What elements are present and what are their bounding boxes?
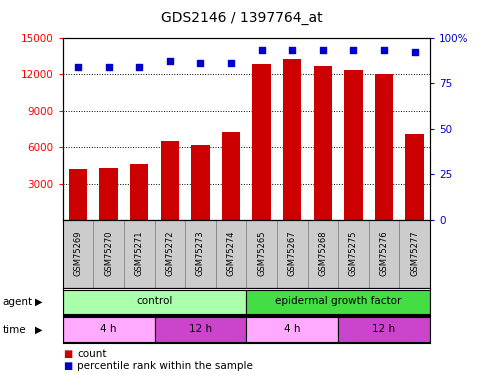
Bar xyxy=(155,220,185,288)
Text: GSM75275: GSM75275 xyxy=(349,230,358,276)
Point xyxy=(288,47,296,53)
Bar xyxy=(63,220,93,288)
Point xyxy=(380,47,388,53)
Point xyxy=(74,64,82,70)
Bar xyxy=(246,220,277,288)
Bar xyxy=(344,70,363,220)
Bar xyxy=(246,290,430,314)
Text: GSM75272: GSM75272 xyxy=(165,230,174,276)
Text: ■: ■ xyxy=(63,350,72,359)
Bar xyxy=(124,220,155,288)
Bar xyxy=(222,132,240,220)
Text: GSM75269: GSM75269 xyxy=(73,230,83,276)
Point xyxy=(197,60,204,66)
Text: 12 h: 12 h xyxy=(372,324,396,334)
Bar xyxy=(313,66,332,220)
Point xyxy=(319,47,327,53)
Text: GSM75277: GSM75277 xyxy=(410,230,419,276)
Text: ■: ■ xyxy=(63,361,72,370)
Point xyxy=(105,64,113,70)
Bar xyxy=(93,220,124,288)
Bar xyxy=(99,168,118,220)
Text: ▶: ▶ xyxy=(35,297,43,307)
Bar xyxy=(277,220,308,288)
Text: GSM75267: GSM75267 xyxy=(288,230,297,276)
Point xyxy=(258,47,266,53)
Text: epidermal growth factor: epidermal growth factor xyxy=(275,296,401,306)
Text: time: time xyxy=(2,325,26,334)
Bar xyxy=(338,220,369,288)
Text: GSM75274: GSM75274 xyxy=(227,230,236,276)
Bar xyxy=(185,220,216,288)
Text: 12 h: 12 h xyxy=(189,324,212,334)
Bar xyxy=(369,220,399,288)
Text: 4 h: 4 h xyxy=(284,324,300,334)
Text: GSM75268: GSM75268 xyxy=(318,230,327,276)
Bar xyxy=(399,220,430,288)
Text: count: count xyxy=(77,350,107,359)
Point xyxy=(411,49,418,55)
Text: GSM75271: GSM75271 xyxy=(135,230,144,276)
Text: GSM75270: GSM75270 xyxy=(104,230,113,276)
Text: GSM75276: GSM75276 xyxy=(380,230,388,276)
Text: GSM75273: GSM75273 xyxy=(196,230,205,276)
Bar xyxy=(246,318,338,342)
Bar xyxy=(63,290,246,314)
Text: ▶: ▶ xyxy=(35,325,43,334)
Bar xyxy=(283,59,301,220)
Bar xyxy=(216,220,246,288)
Bar xyxy=(338,318,430,342)
Point xyxy=(227,60,235,66)
Text: GSM75265: GSM75265 xyxy=(257,230,266,276)
Bar xyxy=(69,169,87,220)
Bar xyxy=(405,134,424,220)
Bar xyxy=(308,220,338,288)
Bar xyxy=(161,141,179,220)
Text: 4 h: 4 h xyxy=(100,324,117,334)
Bar xyxy=(191,145,210,220)
Bar xyxy=(155,318,246,342)
Text: control: control xyxy=(136,296,173,306)
Bar xyxy=(253,64,271,220)
Point xyxy=(166,58,174,64)
Text: agent: agent xyxy=(2,297,32,307)
Text: GDS2146 / 1397764_at: GDS2146 / 1397764_at xyxy=(161,11,322,25)
Bar xyxy=(375,74,393,220)
Bar xyxy=(63,318,155,342)
Point xyxy=(135,64,143,70)
Bar xyxy=(130,164,148,220)
Point xyxy=(350,47,357,53)
Text: percentile rank within the sample: percentile rank within the sample xyxy=(77,361,253,370)
